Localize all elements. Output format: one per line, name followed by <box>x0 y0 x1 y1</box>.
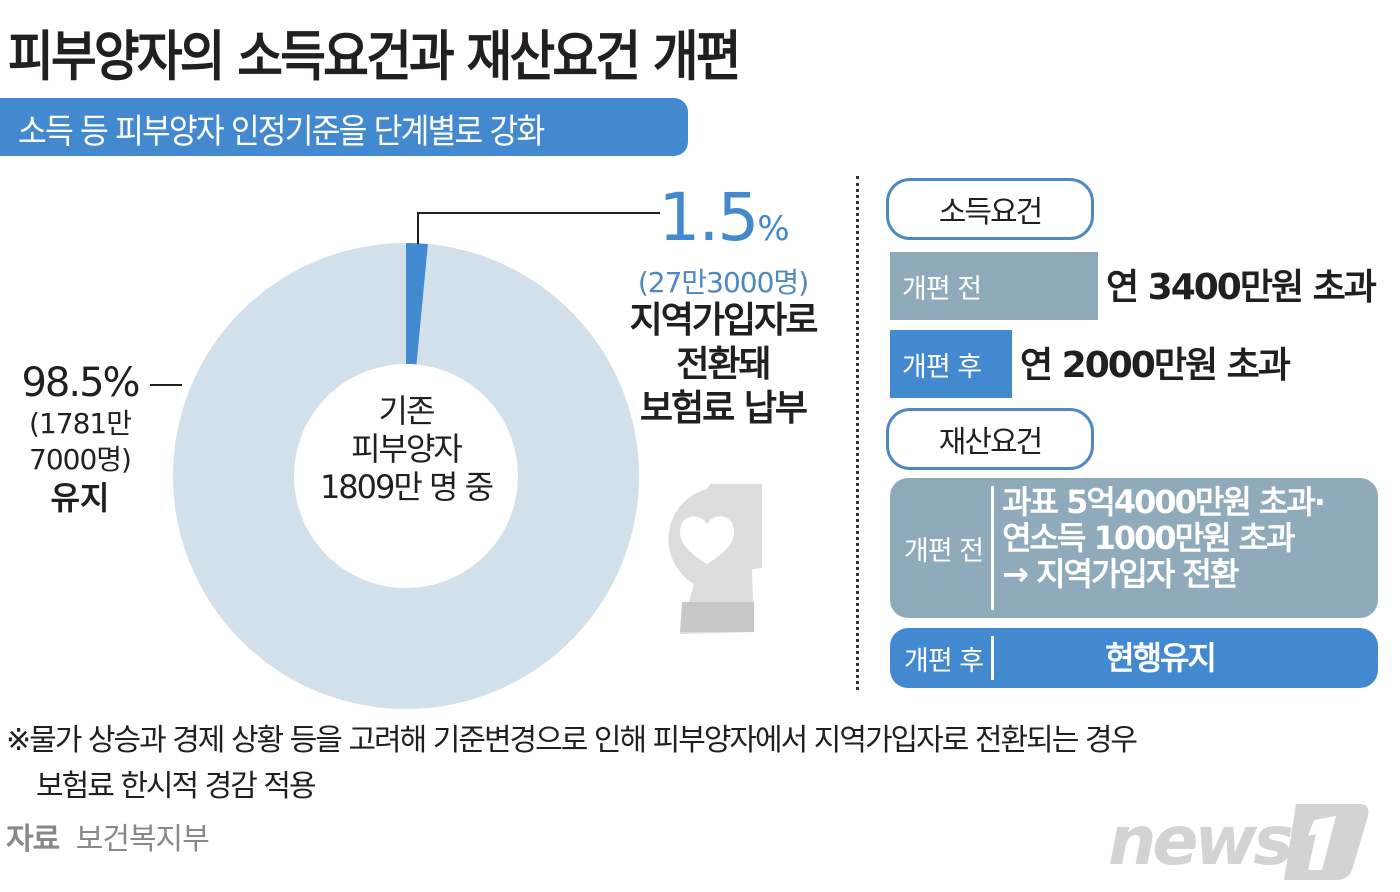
source-value: 보건복지부 <box>75 822 210 857</box>
minor-slice-label: 1.5% (27만3000명) 지역가입자로 전환돼 보험료 납부 <box>600 185 846 431</box>
section-divider <box>856 176 859 690</box>
asset-before-line-3: → 지역가입자 전환 <box>1002 555 1239 593</box>
asset-requirement-heading: 재산요건 <box>886 408 1094 470</box>
income-requirement-heading: 소득요건 <box>886 178 1094 240</box>
minor-pct-sign: % <box>757 209 789 249</box>
asset-before-separator <box>991 486 995 610</box>
major-count-2: 7000명) <box>29 443 132 476</box>
asset-before-box: 개편 전 과표 5억4000만원 초과· 연소득 1000만원 초과 → 지역가… <box>890 478 1378 618</box>
income-before-tag: 개편 전 <box>890 252 1098 320</box>
asset-after-separator <box>991 636 995 680</box>
donut-hole <box>294 364 518 588</box>
news1-logo-text: news <box>1108 802 1292 880</box>
donut-chart <box>173 243 639 709</box>
major-count-1: (1781만 <box>29 407 132 440</box>
center-line-2: 피부양자 <box>351 430 463 468</box>
footnote: ※물가 상승과 경제 상황 등을 고려해 기준변경으로 인해 피부양자에서 지역… <box>6 718 1138 810</box>
asset-before-line-1: 과표 5억4000만원 초과· <box>1002 483 1326 521</box>
donut-slice-converted <box>406 243 428 365</box>
major-desc: 유지 <box>50 479 110 517</box>
subtitle-banner <box>0 98 688 156</box>
asset-after-tag: 개편 후 <box>904 645 984 677</box>
page-title: 피부양자의 소득요건과 재산요건 개편 <box>8 25 741 88</box>
major-pct: 98.5% <box>21 360 140 406</box>
major-slice-label: 98.5% (1781만 7000명) 유지 <box>10 360 150 518</box>
center-line-1: 기존 <box>378 392 436 430</box>
asset-after-box: 개편 후 현행유지 <box>890 628 1378 688</box>
leader-line-minor <box>417 212 660 244</box>
minor-pct-number: 1.5 <box>658 179 759 256</box>
center-line-3: 1809만 명 중 <box>319 468 494 506</box>
heart-watermark-icon <box>668 484 762 634</box>
source-label: 자료 <box>6 822 60 857</box>
source-credit: 자료 보건복지부 <box>6 814 210 858</box>
news1-logo: news <box>1108 802 1369 880</box>
leader-lines <box>150 212 660 386</box>
income-before-value: 연 3400만원 초과 <box>1106 267 1377 308</box>
minor-desc-3: 보험료 납부 <box>639 388 808 429</box>
minor-count: (27만3000명) <box>637 266 809 299</box>
footnote-line-1: ※물가 상승과 경제 상황 등을 고려해 기준변경으로 인해 피부양자에서 지역… <box>6 723 1138 758</box>
minor-desc-2: 전환돼 <box>676 344 771 385</box>
asset-before-body: 과표 5억4000만원 초과· 연소득 1000만원 초과 → 지역가입자 전환 <box>994 478 1332 618</box>
subtitle-text: 소득 등 피부양자 인정기준을 단계별로 강화 <box>18 112 545 152</box>
minor-desc-1: 지역가입자로 <box>629 300 819 341</box>
donut-center-label: 기존 피부양자 1809만 명 중 <box>290 392 522 506</box>
income-after-tag: 개편 후 <box>890 330 1012 398</box>
income-after-value: 연 2000만원 초과 <box>1020 345 1291 386</box>
asset-before-line-2: 연소득 1000만원 초과 <box>1002 519 1295 557</box>
asset-before-tag: 개편 전 <box>904 535 984 567</box>
asset-after-value: 현행유지 <box>1105 639 1217 677</box>
footnote-line-2: 보험료 한시적 경감 적용 <box>36 769 317 804</box>
